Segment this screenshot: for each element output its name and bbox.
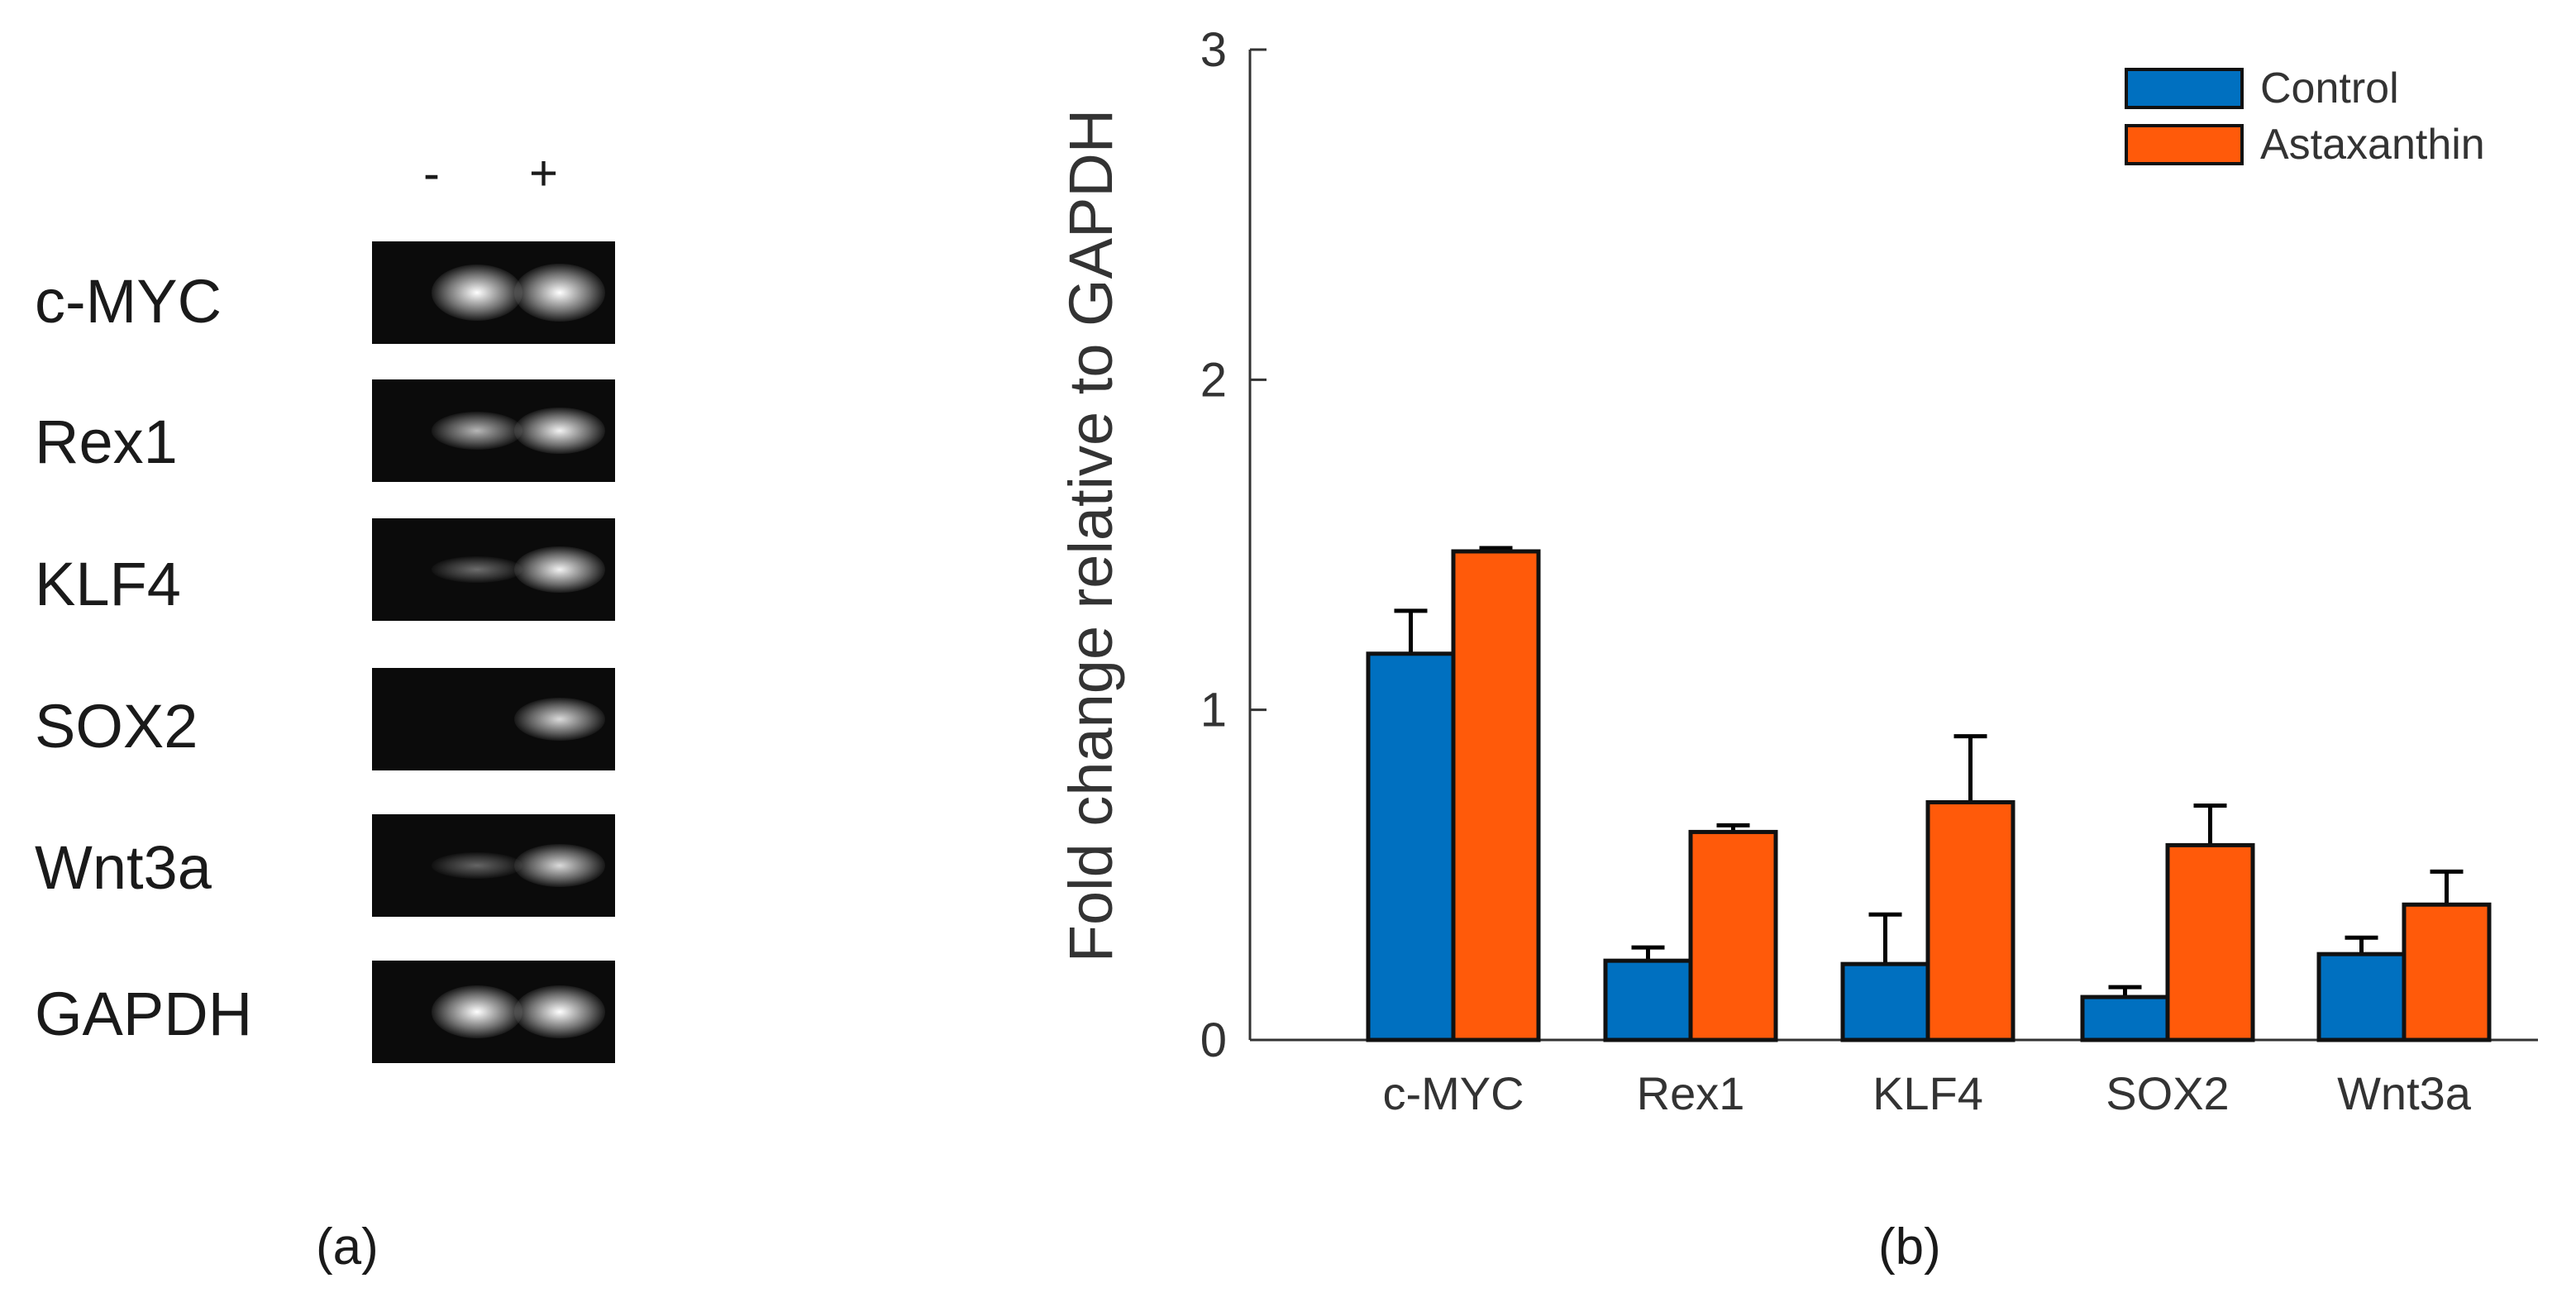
gel-box-gapdh: [372, 961, 615, 1063]
x-tick-label: Wnt3a: [2337, 1067, 2472, 1119]
legend-swatch-astaxanthin: [2125, 124, 2244, 165]
gene-label-sox2: SOX2: [35, 692, 198, 761]
gel-band-plus: [514, 985, 605, 1038]
lane-label-minus: -: [423, 145, 440, 201]
y-axis-label: Fold change relative to GAPDH: [1057, 109, 1125, 962]
gel-box-rex1: [372, 379, 615, 482]
legend-label-astaxanthin: Astaxanthin: [2260, 121, 2485, 169]
gel-band-minus: [432, 412, 522, 450]
panel-b-label: (b): [1878, 1219, 1941, 1276]
gene-label-gapdh: GAPDH: [35, 980, 253, 1048]
bar-astaxanthin-rex1: [1688, 829, 1778, 1042]
gene-label-c-myc: c-MYC: [35, 267, 222, 336]
gel-band-plus: [514, 264, 605, 322]
gel-band-plus: [514, 546, 605, 594]
gel-band-plus: [514, 843, 605, 888]
y-tick-label: 3: [1200, 23, 1227, 77]
gel-box-c-myc: [372, 241, 615, 344]
x-tick-label: SOX2: [2106, 1067, 2229, 1119]
y-tick-label: 0: [1200, 1013, 1227, 1067]
x-tick-label: KLF4: [1872, 1067, 1983, 1119]
bar-control-klf4: [1840, 961, 1930, 1042]
bar-astaxanthin-wnt3a: [2402, 902, 2492, 1042]
x-tick-label: c-MYC: [1382, 1067, 1524, 1119]
gel-band-plus: [514, 407, 605, 455]
gel-band-minus: [432, 985, 522, 1038]
bar-astaxanthin-klf4: [1925, 799, 2015, 1042]
gene-label-wnt3a: Wnt3a: [35, 833, 212, 902]
bar-control-c-myc: [1366, 651, 1456, 1042]
y-tick-label: 2: [1200, 353, 1227, 407]
panel-a-label: (a): [316, 1219, 379, 1276]
x-tick-label: Rex1: [1637, 1067, 1745, 1119]
gel-panel: - + c-MYC Rex1 KLF4 SOX2 Wnt3a GAPDH (a): [0, 0, 827, 1302]
gene-label-rex1: Rex1: [35, 408, 178, 476]
gel-band-minus: [432, 852, 522, 879]
bar-astaxanthin-c-myc: [1451, 549, 1541, 1042]
gel-band-plus: [514, 697, 605, 742]
bar-control-rex1: [1603, 958, 1693, 1042]
gel-box-wnt3a: [372, 814, 615, 917]
lane-label-plus: +: [529, 145, 559, 201]
bar-control-sox2: [2080, 994, 2170, 1042]
gene-label-klf4: KLF4: [35, 550, 181, 618]
bar-control-wnt3a: [2316, 951, 2407, 1042]
legend-swatch-control: [2125, 68, 2244, 109]
legend-label-control: Control: [2260, 64, 2399, 112]
gel-box-sox2: [372, 668, 615, 770]
y-tick-label: 1: [1200, 684, 1227, 737]
gel-band-minus: [432, 265, 522, 321]
bar-astaxanthin-sox2: [2165, 842, 2255, 1042]
gel-box-klf4: [372, 518, 615, 621]
gel-band-minus: [432, 556, 522, 584]
